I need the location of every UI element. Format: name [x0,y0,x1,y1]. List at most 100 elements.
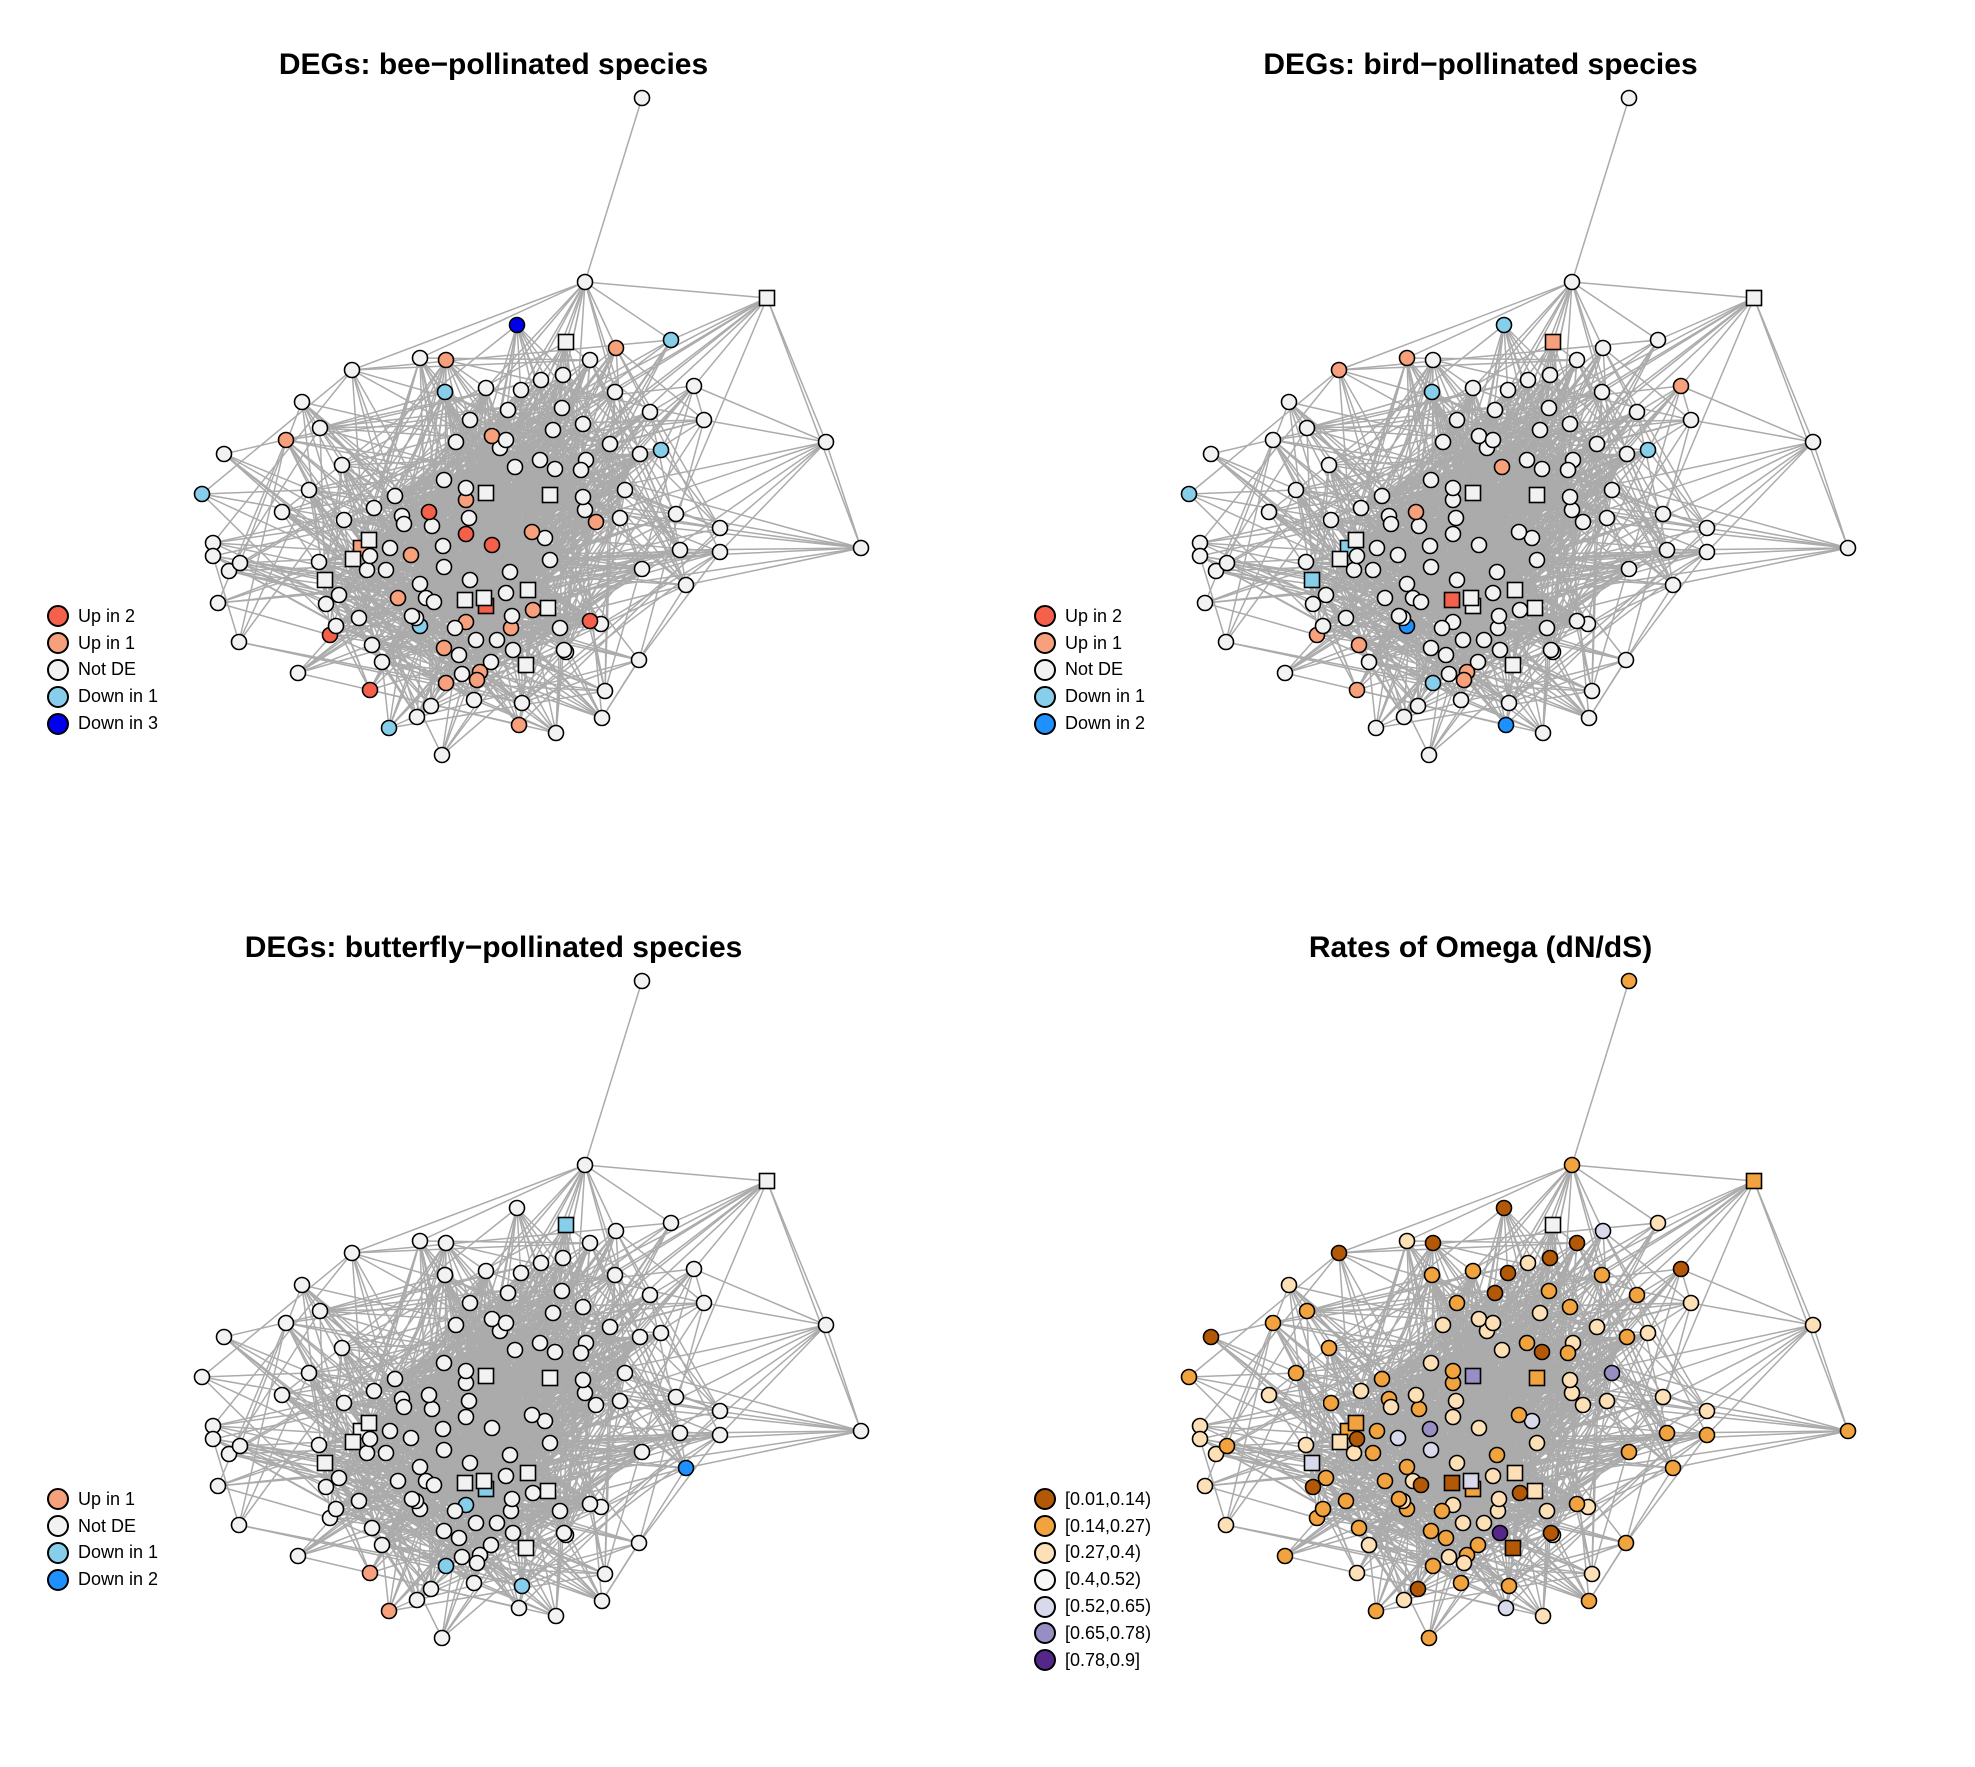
node-square [1504,656,1522,674]
edges [1188,97,1849,756]
edge [217,1485,331,1519]
edge [301,401,327,605]
node-circle [361,1430,379,1448]
edge [675,1180,768,1398]
node-square [316,571,334,589]
edge [485,1322,507,1490]
node-circle [652,441,670,459]
edge [1215,1310,1308,1455]
node-circle [1588,435,1606,453]
edge [649,1294,681,1434]
node-circle [317,595,335,613]
edge [559,521,597,629]
edge [547,1404,597,1492]
edge [1507,281,1573,391]
edge [475,517,621,641]
node-circle [437,674,455,692]
node-circle [1486,401,1504,419]
node-circle [677,1459,695,1477]
edge [1690,419,1814,443]
node-circle [531,451,549,469]
edge [1215,427,1308,572]
node-square [541,1369,559,1387]
edge [1288,401,1488,449]
node-circle [667,1388,685,1406]
node-circle [204,547,222,565]
node-circle [1620,560,1638,578]
nodes [193,89,870,764]
node-circle [1433,619,1451,637]
node-circle [1698,519,1716,537]
node-circle [1455,671,1473,689]
edge [1456,521,1584,581]
edge [693,385,827,443]
edge [505,1322,587,1344]
edge [201,1372,310,1378]
node-circle [532,371,550,389]
node-square [519,1464,537,1482]
edge [238,1322,287,1526]
node-circle [1839,539,1857,557]
node-circle [330,586,348,604]
edge [352,1290,563,1443]
edge [525,517,621,666]
node-circle [277,431,295,449]
edge [1322,517,1457,627]
node-circle [488,1514,506,1532]
legend-swatch [47,605,69,628]
edge [649,411,681,551]
legend-item: Not DE [47,657,158,684]
node-circle [593,709,611,727]
edge [1478,407,1550,437]
node-circle [501,1446,519,1464]
edge [1432,359,1494,441]
node-circle [499,1284,517,1302]
node-square [477,484,495,502]
edge [469,1330,501,1464]
node-circle [504,1524,522,1542]
edge [201,493,337,627]
node-square [519,581,537,599]
node-circle [350,609,368,627]
edge [584,281,616,393]
edge [521,1542,640,1587]
node-circle [435,1441,453,1459]
edge [1753,297,1849,549]
node-circle [1654,505,1672,523]
node-circle [1180,485,1198,503]
node-circle [1420,746,1438,764]
node-circle [711,1402,729,1420]
edge [469,521,597,581]
node-circle [361,1564,379,1582]
edge [1706,441,1814,553]
node-circle [435,558,453,576]
legend-item: Up in 2 [47,603,158,630]
node-circle [423,517,441,535]
edge [1226,359,1578,564]
node-circle [386,487,404,505]
edge [485,1164,586,1272]
node-circle [1330,361,1348,379]
edge [1188,493,1324,627]
node-circle [508,1199,526,1217]
node-circle [1348,547,1366,565]
node-circle [1804,433,1822,451]
edge [381,661,390,729]
edge [559,1404,597,1512]
node-circle [1488,563,1506,581]
edge [584,1164,672,1224]
panel-butterfly: DEGs: butterfly−pollinated species Up in… [0,883,987,1766]
node-circle [434,1420,452,1438]
node-circle [574,1298,592,1316]
node-circle [422,697,440,715]
edge [518,527,721,726]
node-circle [1618,445,1636,463]
node-circle [468,1554,486,1572]
node-square [475,1472,493,1490]
node-circle [587,513,605,531]
node-circle [581,612,599,630]
node-circle [616,1364,634,1382]
edge [1588,1542,1627,1602]
edge [1360,507,1404,619]
edge [401,1322,507,1400]
